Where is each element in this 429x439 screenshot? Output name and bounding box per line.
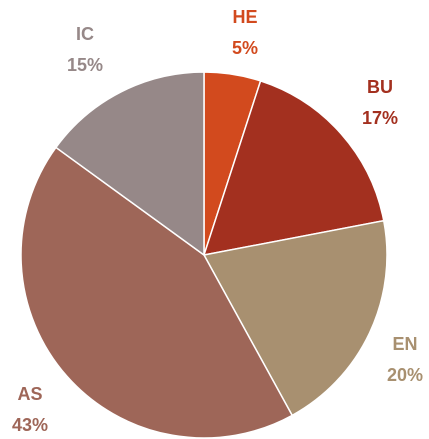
category-label: HE	[232, 7, 257, 27]
pie-slice	[202, 80, 385, 256]
pie-slice	[202, 219, 388, 417]
category-label: BU	[367, 77, 393, 97]
value-label: 5%	[232, 38, 258, 58]
category-label: AS	[17, 384, 42, 404]
category-label: IC	[76, 24, 94, 44]
category-label: EN	[392, 334, 417, 354]
value-label: 43%	[12, 415, 48, 435]
value-label: 15%	[67, 55, 103, 75]
value-label: 17%	[362, 108, 398, 128]
pie-slice	[20, 146, 294, 439]
pie-slice	[54, 71, 205, 257]
value-label: 20%	[387, 365, 423, 385]
